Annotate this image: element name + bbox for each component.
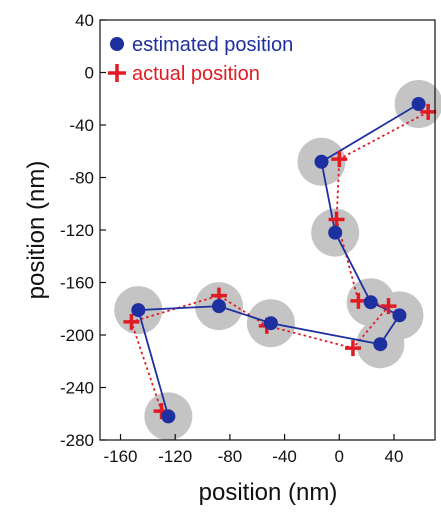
legend-marker-actual (108, 64, 126, 82)
legend: estimated position actual position (108, 34, 293, 85)
legend-marker-estimated (110, 37, 124, 51)
y-tick-label: -200 (60, 326, 94, 345)
x-tick-label: -160 (103, 447, 137, 466)
actual-position-marker (331, 151, 348, 168)
x-tick-label: -120 (158, 447, 192, 466)
x-axis-label: position (nm) (199, 479, 338, 506)
y-tick-label: 0 (85, 64, 94, 83)
legend-label-estimated: estimated position (132, 34, 293, 56)
estimated-position-point (131, 303, 146, 318)
x-tick-label: -80 (218, 447, 243, 466)
x-tick-label: 0 (335, 447, 344, 466)
estimated-position-point (373, 337, 388, 352)
y-tick-label: -240 (60, 379, 94, 398)
estimated-position-point (263, 316, 278, 331)
estimated-position-point (314, 154, 329, 169)
actual-position-marker (123, 313, 140, 330)
markers (123, 97, 437, 424)
x-axis-ticks: -160 -120 -80 -40 0 40 (103, 434, 403, 466)
x-tick-label: 40 (385, 447, 404, 466)
estimated-position-point (392, 308, 407, 323)
estimated-position-point (411, 97, 426, 111)
y-tick-label: -280 (60, 431, 94, 450)
legend-label-actual: actual position (132, 63, 260, 85)
actual-position-marker (380, 298, 397, 315)
uncertainty-disks (114, 80, 441, 441)
trajectory-lines (130, 103, 429, 417)
y-tick-label: -160 (60, 274, 94, 293)
y-tick-label: -120 (60, 221, 94, 240)
estimated-position-point (328, 225, 343, 240)
y-tick-label: -40 (69, 116, 94, 135)
y-tick-label: -80 (69, 169, 94, 188)
actual-position-marker (344, 340, 361, 357)
estimated-position-point (161, 409, 176, 424)
actual-position-line (130, 111, 429, 412)
estimated-position-line (137, 103, 420, 417)
y-tick-label: 40 (75, 11, 94, 30)
actual-position-marker (420, 103, 437, 120)
x-tick-label: -40 (272, 447, 297, 466)
actual-position-marker (328, 211, 345, 228)
estimated-position-point (211, 299, 226, 314)
y-axis-ticks: 40 0 -40 -80 -120 -160 -200 -240 -280 (60, 11, 106, 450)
estimated-position-point (363, 295, 378, 310)
actual-position-marker (350, 292, 367, 309)
y-axis-label: position (nm) (23, 161, 50, 300)
